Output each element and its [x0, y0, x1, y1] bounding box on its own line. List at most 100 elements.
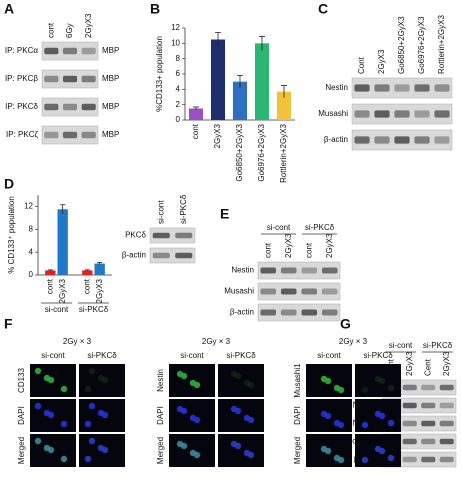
- group-label: si-cont: [45, 305, 69, 314]
- bar: [57, 209, 68, 275]
- cell: [333, 454, 341, 462]
- cell: [43, 374, 51, 382]
- blot-band: [280, 309, 297, 316]
- cell: [43, 409, 51, 417]
- blot-band: [421, 420, 436, 427]
- cell: [320, 445, 328, 453]
- blot-band: [434, 84, 450, 92]
- blot-band: [374, 110, 390, 118]
- blot-band: [439, 384, 454, 391]
- row-label: β-actin: [230, 308, 254, 317]
- blot-band: [402, 456, 417, 463]
- row-label: Musashi: [224, 287, 254, 296]
- cell: [361, 421, 369, 429]
- bar: [276, 91, 292, 120]
- blot-band: [44, 131, 59, 139]
- cell: [34, 437, 42, 445]
- row-label: Merged: [293, 437, 302, 464]
- row-label: Merged: [17, 437, 26, 464]
- cell: [361, 386, 369, 394]
- bar: [82, 270, 93, 275]
- panel-letter: A: [4, 1, 14, 17]
- y-tick-label: 8: [29, 224, 34, 233]
- blot-band: [152, 232, 170, 239]
- column-label: si-PKCδ: [87, 351, 117, 360]
- cell: [189, 414, 197, 422]
- row-label: Musashi1: [293, 363, 302, 398]
- blot-band: [62, 103, 78, 111]
- blot-band: [175, 232, 193, 239]
- panel-letter: F: [4, 316, 13, 332]
- cell: [60, 420, 68, 428]
- cell: [230, 370, 238, 378]
- blot-band: [439, 420, 454, 427]
- cell: [88, 402, 96, 410]
- group-label: si-cont: [389, 341, 413, 350]
- cell: [374, 410, 382, 418]
- cell: [243, 414, 251, 422]
- lane-label: Go6976+2GyX3: [417, 16, 426, 74]
- row-label-right: MBP: [102, 74, 119, 83]
- row-label: IP: PKCα: [5, 46, 38, 55]
- blot-band: [301, 267, 318, 274]
- blot-band: [434, 136, 450, 144]
- micrograph: [218, 399, 264, 432]
- micrograph: [218, 434, 264, 467]
- cell: [387, 419, 395, 427]
- cell: [97, 444, 105, 452]
- cell: [189, 449, 197, 457]
- blot-band: [394, 110, 410, 118]
- blot-band: [260, 309, 277, 316]
- panel-letter: D: [4, 176, 14, 192]
- blot-strip: [149, 247, 196, 264]
- panel-header: 2Gy × 3: [339, 337, 368, 346]
- blot-band: [321, 288, 338, 295]
- blot-band: [402, 438, 417, 445]
- cell: [387, 454, 395, 462]
- blot-band: [260, 288, 277, 295]
- micrograph: [218, 364, 264, 397]
- blot-band: [421, 384, 436, 391]
- blot-band: [402, 420, 417, 427]
- cell: [230, 405, 238, 413]
- blot-strip: [149, 227, 196, 244]
- bar-label: cont: [45, 278, 54, 294]
- column-label: si-PKCδ: [226, 351, 256, 360]
- lane-label: si-PKCδ: [179, 194, 188, 224]
- cell: [88, 367, 96, 375]
- x-tick-label: Go6850+2GyX3: [235, 123, 244, 181]
- blot-band: [374, 136, 390, 144]
- bar: [254, 43, 270, 121]
- blot-band: [152, 252, 170, 259]
- blot-strip: [257, 282, 341, 301]
- lane-label: Cont: [357, 56, 366, 74]
- lane-label: cont: [263, 242, 272, 258]
- column-label: si-cont: [180, 351, 204, 360]
- cell: [60, 385, 68, 393]
- group-label: si-cont: [267, 223, 291, 232]
- blot-band: [421, 402, 436, 409]
- row-label: DAPI: [17, 406, 26, 425]
- bar: [45, 270, 56, 275]
- blot-band: [354, 136, 370, 144]
- cell: [176, 405, 184, 413]
- bar-label: 2GyX3: [58, 278, 67, 303]
- row-label-right: MBP: [102, 130, 119, 139]
- row-label: IP: PKCβ: [5, 74, 38, 83]
- row-label: DAPI: [293, 406, 302, 425]
- blot-band: [421, 456, 436, 463]
- cell: [374, 445, 382, 453]
- panel-letter: C: [318, 1, 328, 17]
- cell: [333, 419, 341, 427]
- bar: [232, 81, 248, 120]
- blot-strip: [257, 261, 341, 280]
- blot-band: [62, 75, 78, 83]
- row-label: Nestin: [325, 83, 348, 92]
- x-tick-label: Go6976+2GyX3: [257, 123, 266, 181]
- panel-letter: B: [150, 1, 160, 17]
- blot-band: [394, 84, 410, 92]
- lane-label: 2GyX3: [377, 49, 386, 74]
- lane-label: 2GyX3: [284, 233, 293, 258]
- blot-band: [321, 267, 338, 274]
